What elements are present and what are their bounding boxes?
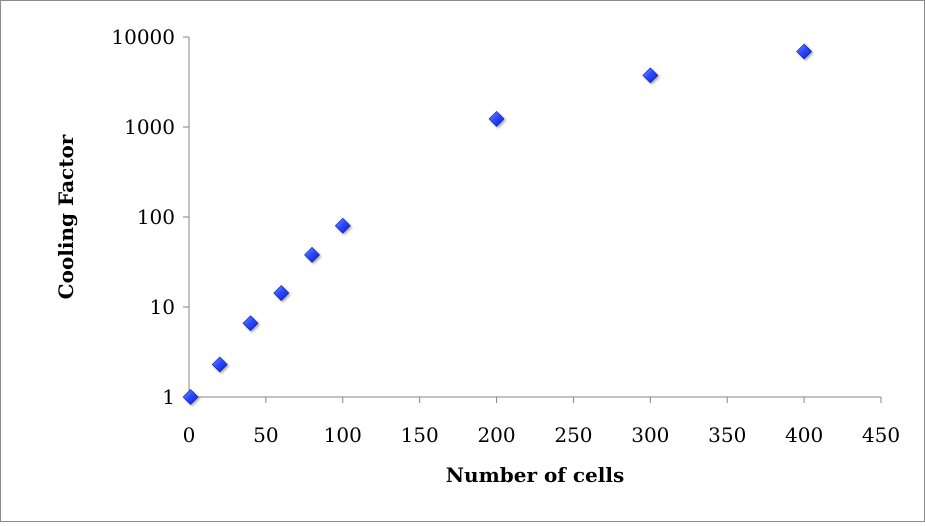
y-tick-label: 100	[137, 205, 175, 229]
y-tick-label: 10000	[111, 25, 175, 49]
data-point	[642, 67, 659, 84]
x-tick-label: 350	[708, 423, 746, 447]
data-point	[488, 110, 505, 127]
data-point	[304, 246, 320, 263]
x-tick-label: 200	[477, 423, 515, 447]
y-tick-label: 10	[150, 295, 175, 319]
y-tick-label: 1	[162, 385, 175, 409]
y-tick-label: 1000	[124, 115, 175, 139]
data-point	[273, 285, 290, 301]
x-tick-label: 300	[631, 423, 669, 447]
x-tick-label: 450	[862, 423, 900, 447]
data-point	[182, 389, 199, 405]
data-point	[796, 43, 813, 60]
data-point	[242, 315, 259, 332]
x-tick-label: 100	[324, 423, 362, 447]
y-axis-title: Cooling Factor	[54, 134, 78, 299]
x-tick-label: 0	[183, 423, 196, 447]
data-point	[334, 217, 351, 234]
x-tick-label: 150	[401, 423, 439, 447]
x-tick-label: 400	[785, 423, 823, 447]
x-axis-title: Number of cells	[446, 463, 624, 487]
x-tick-label: 250	[554, 423, 592, 447]
x-tick-label: 50	[253, 423, 278, 447]
data-point	[211, 356, 228, 373]
